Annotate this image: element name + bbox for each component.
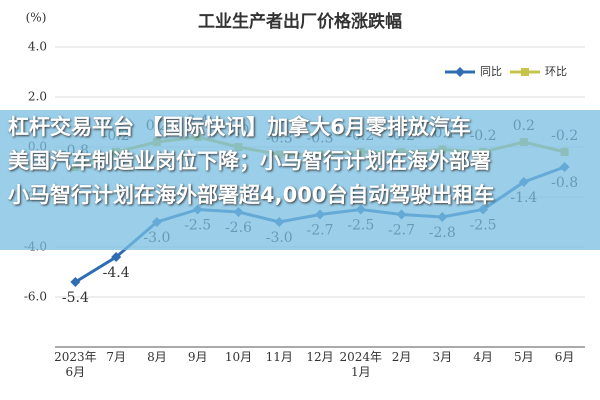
legend-marker: [521, 68, 529, 76]
banner-line: 杠杆交易平台 【国际快讯】加拿大6月零排放汽车: [8, 115, 471, 139]
y-tick-label: 4.0: [28, 40, 47, 54]
x-tick-label: 2月: [391, 350, 412, 364]
x-tick-label: 4月: [473, 350, 493, 364]
y-tick-label: 2.0: [28, 90, 47, 104]
x-tick-label: 8月: [147, 350, 167, 364]
legend-label: 同比: [480, 65, 502, 78]
y-axis-label: (%): [26, 11, 47, 25]
x-tick-label: 5月: [514, 350, 534, 364]
x-tick-label: 3月: [432, 350, 453, 364]
chart-title: 工业生产者出厂价格涨跌幅: [198, 11, 402, 32]
banner-line: 美国汽车制造业岗位下降；小马智行计划在海外部署: [8, 149, 491, 173]
legend-marker: [455, 67, 465, 77]
x-tick-label: 2024年 1月: [339, 350, 383, 379]
x-tick-label: 2023年 6月: [54, 350, 97, 379]
marker: [111, 252, 122, 262]
x-tick-label: 9月: [187, 350, 208, 364]
x-tick-label: 12月: [306, 350, 334, 364]
legend-label: 环比: [545, 65, 567, 78]
x-tick-label: 7月: [106, 350, 126, 364]
value-label: -5.4: [62, 290, 89, 306]
news-banner: 杠杆交易平台 【国际快讯】加拿大6月零排放汽车 美国汽车制造业岗位下降；小马智行…: [0, 110, 600, 250]
y-tick-label: -6.0: [24, 290, 47, 304]
banner-line: 小马智行计划在海外部署超4,000台自动驾驶出租车: [8, 183, 495, 207]
x-tick-label: 10月: [224, 350, 253, 364]
value-label: -4.4: [103, 265, 130, 281]
x-tick-label: 6月: [554, 350, 575, 364]
marker: [70, 277, 81, 287]
x-tick-label: 11月: [265, 350, 293, 364]
